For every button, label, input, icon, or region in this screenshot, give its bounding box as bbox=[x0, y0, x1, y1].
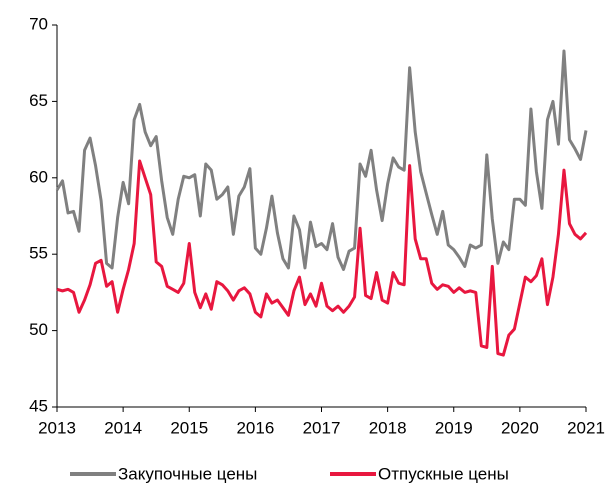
y-tick-label: 50 bbox=[29, 320, 48, 339]
y-tick-label: 65 bbox=[29, 91, 48, 110]
series-line bbox=[55, 49, 588, 271]
x-tick-label: 2017 bbox=[303, 418, 341, 437]
x-tick-label: 2013 bbox=[38, 418, 76, 437]
x-tick-label: 2015 bbox=[170, 418, 208, 437]
y-tick-label: 70 bbox=[29, 14, 48, 33]
y-tick-label: 60 bbox=[29, 167, 48, 186]
legend-label: Отпускные цены bbox=[378, 464, 509, 483]
y-tick-label: 45 bbox=[29, 396, 48, 415]
x-tick-label: 2014 bbox=[104, 418, 142, 437]
x-tick-label: 2020 bbox=[501, 418, 539, 437]
y-tick-label: 55 bbox=[29, 244, 48, 263]
series-line bbox=[56, 159, 588, 357]
x-tick-label: 2016 bbox=[236, 418, 274, 437]
x-tick-label: 2019 bbox=[435, 418, 473, 437]
x-tick-label: 2018 bbox=[369, 418, 407, 437]
x-tick-label: 2021 bbox=[567, 418, 605, 437]
legend-label: Закупочные цены bbox=[118, 464, 257, 483]
